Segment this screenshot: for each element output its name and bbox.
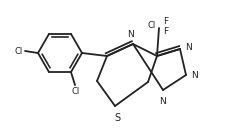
Text: F: F: [163, 27, 168, 36]
Text: Cl: Cl: [148, 21, 156, 31]
Text: Cl: Cl: [72, 87, 80, 96]
Text: N: N: [160, 97, 166, 106]
Text: Cl: Cl: [15, 46, 23, 55]
Text: N: N: [191, 70, 198, 79]
Text: N: N: [185, 44, 192, 53]
Text: F: F: [163, 16, 168, 25]
Text: N: N: [128, 30, 134, 39]
Text: S: S: [114, 113, 120, 123]
